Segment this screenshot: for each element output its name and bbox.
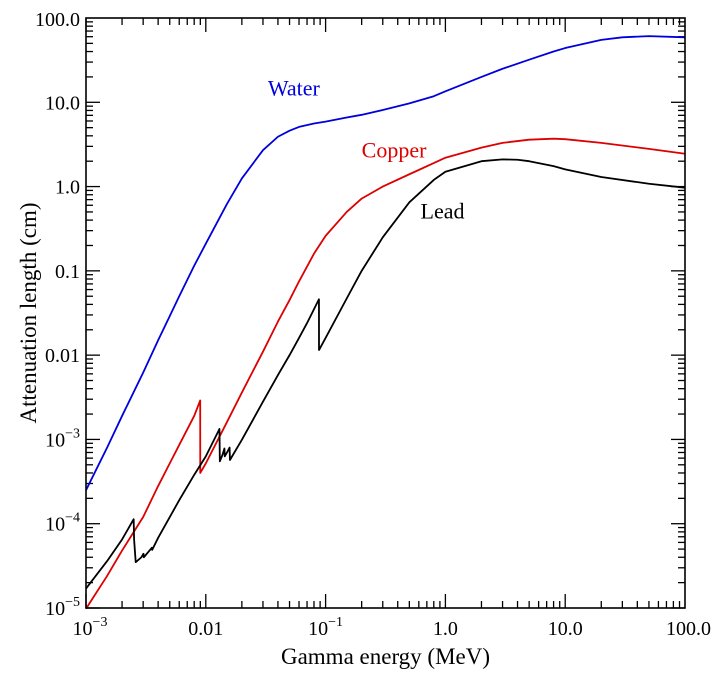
series-label-copper: Copper xyxy=(362,138,427,163)
series-line-lead xyxy=(85,158,686,590)
series-label-water: Water xyxy=(268,76,321,101)
series-label-lead: Lead xyxy=(421,198,465,223)
series-line-copper xyxy=(85,137,686,610)
y-tick-label: 10−5 xyxy=(45,595,80,620)
x-tick-label: 10−3 xyxy=(73,615,108,640)
x-tick-label: 0.01 xyxy=(188,618,223,640)
y-tick-label: 1.0 xyxy=(55,177,80,199)
y-tick-label: 0.01 xyxy=(45,345,80,367)
x-tick-label: 100.0 xyxy=(666,618,711,640)
x-axis-label: Gamma energy (MeV) xyxy=(281,644,490,669)
axis-ticks xyxy=(85,18,685,609)
x-tick-label: 1.0 xyxy=(433,618,458,640)
tick-labels: 10−3 0.01 10−1 1.0 10.0 100.0 10−5 10−4 10−3 0.01… xyxy=(35,9,711,640)
y-tick-label: 10−3 xyxy=(45,426,80,451)
series-labels: Water Copper Lead xyxy=(268,76,465,224)
y-tick-label: 100.0 xyxy=(35,9,80,31)
y-tick-label: 10.0 xyxy=(45,92,80,114)
x-tick-label: 10.0 xyxy=(548,618,583,640)
series-line-water xyxy=(85,35,686,491)
plot-frame xyxy=(85,17,686,609)
series-lines xyxy=(85,35,686,610)
y-tick-label: 10−4 xyxy=(45,511,80,536)
y-tick-label: 0.1 xyxy=(55,261,80,283)
y-axis-label: Attenuation length (cm) xyxy=(16,203,41,424)
x-tick-label: 10−1 xyxy=(308,615,343,640)
